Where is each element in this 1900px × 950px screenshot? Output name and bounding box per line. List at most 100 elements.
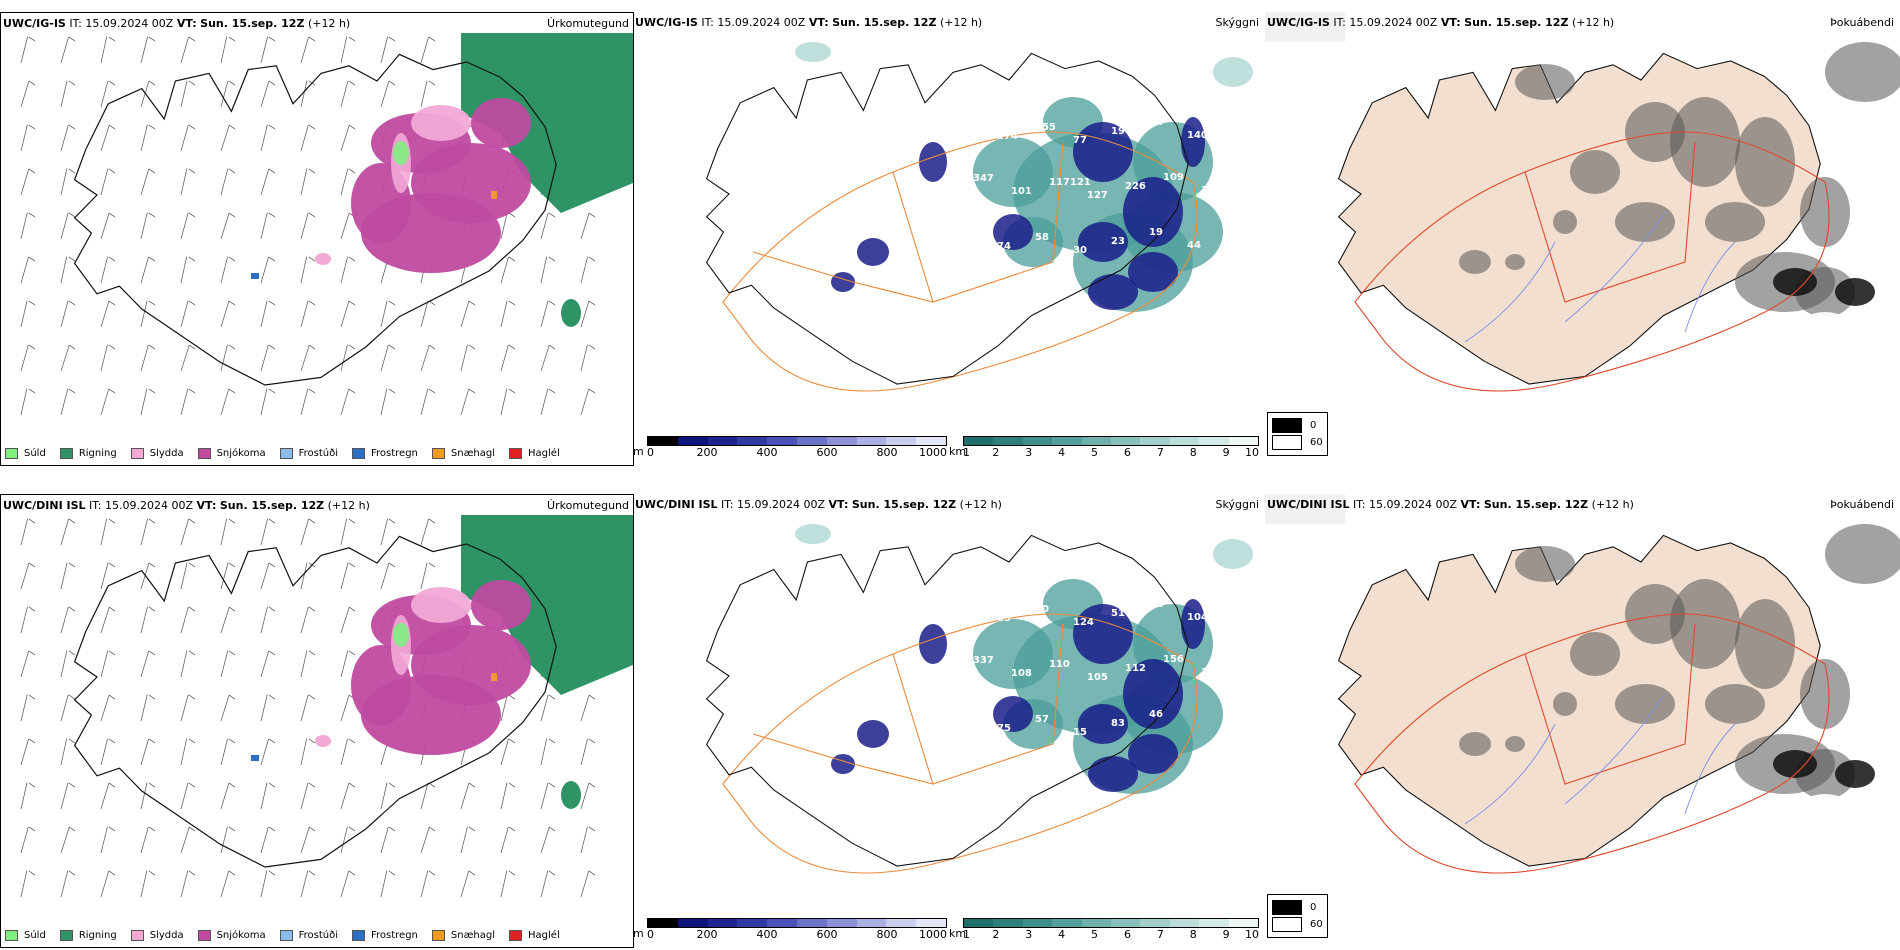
legend-label: Slydda [149,930,184,941]
fog-area [1553,692,1577,716]
legend-swatch [1272,435,1302,450]
colorbar-step [1052,919,1082,927]
cloud-base-label: 105 [1087,672,1108,683]
colorbar-step [767,919,797,927]
low-cloud-area [919,624,947,664]
cloud-base-label: 74 [1149,117,1163,128]
snow-area [471,580,531,630]
cloud-base-label: 174 [897,169,918,180]
colorbar-step [1199,437,1229,445]
cloud-base-label: 15 [1073,727,1087,738]
cloud-base-label: 104 [1187,612,1208,623]
colorbar-step [677,437,708,445]
fog-map-bottom [1265,494,1900,874]
cloud-base-label: 19 [1111,126,1125,137]
legend-label: Súld [24,930,46,941]
cloud-base-label: 140 [1187,130,1208,141]
panel-header: UWC/DINI ISL IT: 15.09.2024 00Z VT: Sun.… [635,498,1002,511]
graupel-spot [491,673,497,681]
colorbar-step [707,919,738,927]
sleet-spot [315,735,331,747]
rain-area [461,33,633,213]
legend-swatch [1272,418,1302,433]
fog-area [1553,210,1577,234]
cloud-base-label: 112 [1125,663,1146,674]
precip-legend-item: Slydda [130,448,184,459]
precip-title: Úrkomutegund [547,499,629,512]
fog-area [1625,584,1685,644]
fog-free-area [1795,794,1855,834]
legend-swatch [5,930,18,941]
iceland-coastline [705,534,1189,867]
low-cloud-area [1078,222,1128,262]
cloud-base-label: 101 [1011,186,1032,197]
precip-map-top [20,33,633,416]
cloud-base-label: 91 [935,664,949,675]
colorbar-step [1140,437,1170,445]
colorbar-step [916,919,946,927]
precip-legend-item: Súld [5,930,46,941]
colorbar-step [826,919,857,927]
fog-area [1570,150,1620,194]
colorbar-step [1169,437,1200,445]
colorbar-tick: 200 [696,446,718,459]
colorbar-step [964,919,994,927]
cloud-base-label: 51 [1111,608,1125,619]
panel-header: UWC/IG-IS IT: 15.09.2024 00Z VT: Sun. 15… [1267,16,1615,29]
fog-legend-item: 0 [1272,418,1323,433]
colorbar-unit: m [633,445,644,458]
low-cloud-area [857,238,889,266]
cloud-base-label: 71 [1149,599,1163,610]
fog-free-area [1795,312,1855,352]
fog-panel-bottom: UWC/DINI ISL IT: 15.09.2024 00Z VT: Sun.… [1265,494,1900,946]
low-cloud-area [1073,604,1133,664]
precip-legend-item: Snæhagl [431,930,495,941]
cloud-base-label: 117121 [1049,177,1091,188]
colorbar-step [1228,919,1259,927]
cloud-base-label: 83 [1111,718,1125,729]
cloud-base-label: 75 [997,723,1011,734]
cloud-base-label: 44 [1187,240,1201,251]
legend-label: Haglél [528,930,560,941]
fog-map-top [1265,12,1900,392]
cloud-panel-bottom: 110 82 84 83 80 124 51 71 104 151 91 337 108 110 105 11… [633,494,1263,946]
cloud-base-label: 287 [883,706,904,717]
cloud-base-label: 74 [997,241,1011,252]
cloud-panel-top: 154 84 108 274 155 77 19 74 140 174 123 347 101 11712… [633,12,1263,464]
colorbar-tick: 9 [1222,446,1230,459]
low-cloud-area [919,142,947,182]
panel-header: UWC/IG-IS IT: 15.09.2024 00Z VT: Sun. 15… [635,16,983,29]
colorbar-tick: 5 [1091,446,1099,459]
cloud-base-label: 84 [921,127,935,138]
road-network [1354,613,1830,874]
colorbar-tick: 7 [1156,928,1164,941]
colorbar-step [1111,437,1141,445]
cloud-base-label: 84 [959,600,973,611]
precip-title: Úrkomutegund [547,17,629,30]
fog-title: Þokuábendi [1830,16,1894,29]
precip-legend-item: Frostúði [279,448,338,459]
cloud-base-label: 32 [921,719,935,730]
colorbar-step [993,437,1023,445]
low-cloud-area [1123,659,1183,729]
colorbar-tick: 10 [1245,446,1259,459]
colorbar-step [707,437,738,445]
colorbar-tick: 400 [756,928,778,941]
colorbar-tick: 6 [1123,446,1131,459]
fog-area [1773,750,1817,778]
cloud-base-label: 151 [897,651,918,662]
legend-swatch [59,448,73,459]
cloud-base-label: 65 [921,237,935,248]
colorbar-tick: 9 [1222,928,1230,941]
cloud-height-colorbar: km 1 2 3 4 5 6 7 8 9 10 [949,918,1259,941]
low-cloud-area [1128,252,1178,292]
colorbar-step [1140,919,1170,927]
legend-label: Slydda [149,448,184,459]
cloud-base-label: 123 [935,182,956,193]
legend-swatch [352,930,365,941]
colorbar-step [916,437,946,445]
panel-header: UWC/IG-IS IT: 15.09.2024 00Z VT: Sun. 15… [3,17,351,30]
panel-header: UWC/DINI ISL IT: 15.09.2024 00Z VT: Sun.… [1267,498,1634,511]
fog-area [1505,736,1525,752]
low-cloud-area [1181,599,1205,649]
